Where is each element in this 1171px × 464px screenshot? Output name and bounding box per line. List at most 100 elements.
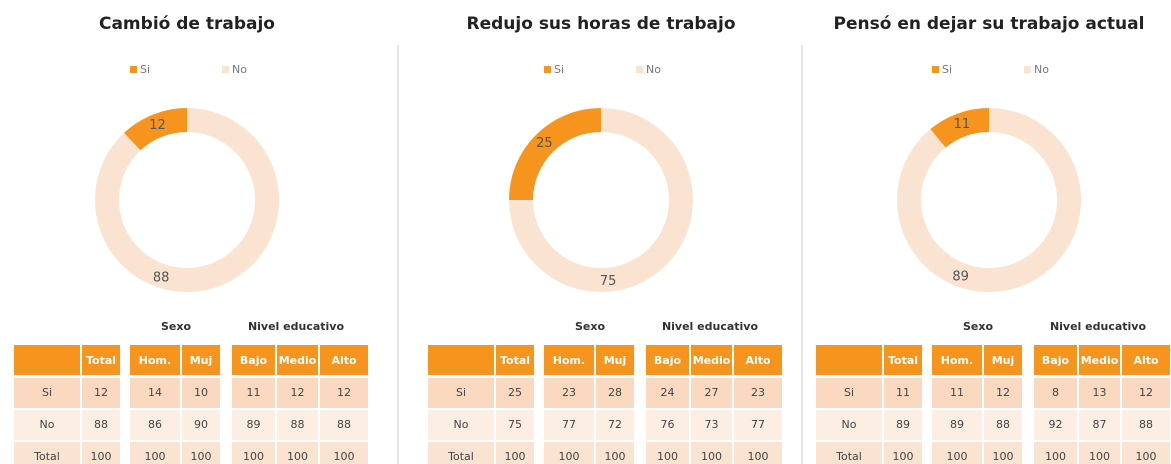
donut-segment	[509, 108, 601, 200]
column-header: Total	[888, 354, 918, 367]
cell-value: 86	[148, 418, 162, 431]
row-cell	[428, 410, 494, 440]
header-cell	[14, 345, 80, 375]
cell	[646, 378, 689, 408]
cell-value: 77	[751, 418, 765, 431]
cell-value: 8	[1052, 386, 1059, 399]
cell	[496, 442, 534, 464]
legend-label: Si	[942, 63, 952, 76]
column-header: Alto	[745, 354, 771, 367]
cell	[691, 410, 732, 440]
cell	[932, 442, 982, 464]
column-header: Bajo	[1042, 354, 1070, 367]
row-label: Si	[42, 386, 52, 399]
cell	[544, 410, 594, 440]
cell	[182, 410, 220, 440]
row-cell	[428, 378, 494, 408]
cell-value: 72	[608, 418, 622, 431]
row-cell	[14, 378, 80, 408]
cell-value: 89	[896, 418, 910, 431]
cell-value: 100	[947, 450, 968, 463]
legend-label: No	[1034, 63, 1049, 76]
cell-value: 27	[705, 386, 719, 399]
column-header: Medio	[279, 354, 317, 367]
cell	[932, 410, 982, 440]
cell	[596, 410, 634, 440]
column-header: Muj	[992, 354, 1015, 367]
legend-swatch	[544, 66, 551, 73]
cell	[646, 442, 689, 464]
row-label: No	[454, 418, 469, 431]
cell-value: 92	[1049, 418, 1063, 431]
column-header: Alto	[331, 354, 357, 367]
legend-label: No	[646, 63, 661, 76]
cell	[1034, 378, 1077, 408]
header-cell	[320, 345, 368, 375]
cell-value: 23	[751, 386, 765, 399]
cell	[130, 378, 180, 408]
row-cell	[816, 410, 882, 440]
cell	[884, 442, 922, 464]
cell	[1079, 378, 1120, 408]
cell-value: 100	[287, 450, 308, 463]
cell-value: 89	[247, 418, 261, 431]
legend-swatch	[636, 66, 643, 73]
cell-value: 100	[748, 450, 769, 463]
cell	[496, 378, 534, 408]
legend-swatch	[222, 66, 229, 73]
header-cell	[428, 345, 494, 375]
header-cell	[544, 345, 594, 375]
cell	[277, 410, 318, 440]
cell-value: 13	[1093, 386, 1107, 399]
cell	[82, 410, 120, 440]
cell	[277, 442, 318, 464]
group-header: Sexo	[963, 320, 993, 333]
group-header: Nivel educativo	[248, 320, 345, 333]
cell	[1034, 442, 1077, 464]
cell-value: 100	[605, 450, 626, 463]
column-header: Medio	[693, 354, 731, 367]
cell-value: 88	[996, 418, 1010, 431]
cell	[82, 442, 120, 464]
cell	[884, 378, 922, 408]
cell-value: 100	[505, 450, 526, 463]
row-label: Total	[835, 450, 862, 463]
cell	[496, 410, 534, 440]
cell-value: 11	[896, 386, 910, 399]
column-header: Total	[500, 354, 530, 367]
header-cell	[232, 345, 275, 375]
legend-label: No	[232, 63, 247, 76]
cell-value: 89	[950, 418, 964, 431]
cell	[232, 378, 275, 408]
cell	[320, 378, 368, 408]
cell-value: 11	[247, 386, 261, 399]
column-header: Muj	[190, 354, 213, 367]
row-label: Total	[33, 450, 60, 463]
column-header: Hom.	[941, 354, 973, 367]
cell	[984, 442, 1022, 464]
cell-value: 24	[661, 386, 675, 399]
header-cell	[734, 345, 782, 375]
cell-value: 100	[91, 450, 112, 463]
data-label: 12	[149, 118, 166, 133]
cell	[691, 378, 732, 408]
header-cell	[596, 345, 634, 375]
row-label: No	[842, 418, 857, 431]
cell-value: 88	[1139, 418, 1153, 431]
header-cell	[932, 345, 982, 375]
cell	[1034, 410, 1077, 440]
cell	[182, 378, 220, 408]
legend-label: Si	[554, 63, 564, 76]
cell-value: 12	[996, 386, 1010, 399]
cell-value: 100	[1136, 450, 1157, 463]
chart-title: Cambió de trabajo	[99, 14, 275, 34]
row-label: Si	[844, 386, 854, 399]
donut-segment	[124, 108, 187, 151]
row-cell	[14, 410, 80, 440]
legend-swatch	[130, 66, 137, 73]
cell-value: 12	[94, 386, 108, 399]
cell	[544, 442, 594, 464]
cell-value: 100	[1045, 450, 1066, 463]
header-cell	[182, 345, 220, 375]
